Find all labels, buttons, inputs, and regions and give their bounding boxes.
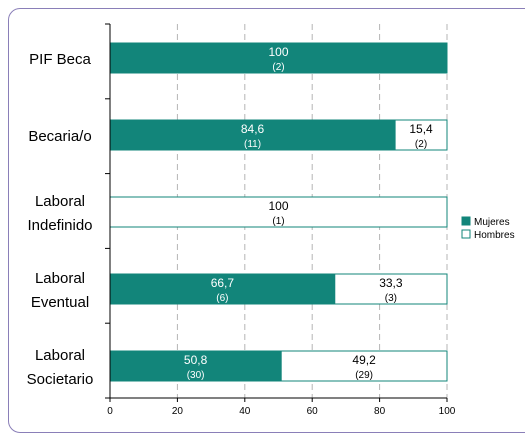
chart-frame — [8, 8, 525, 433]
count-label: (2) — [272, 62, 284, 73]
data-label: 49,2 — [352, 353, 376, 367]
bar-segment — [109, 196, 448, 228]
count-label: (29) — [355, 370, 373, 381]
data-label: 100 — [268, 45, 288, 59]
legend-swatch — [461, 229, 471, 239]
x-tick-label: 80 — [374, 406, 386, 417]
gridlines — [176, 24, 448, 398]
labels: 0 20 40 60 80 100 100 (2) PIF Beca 84,6 (11) 15,4 (2… — [27, 45, 456, 417]
count-label: (6) — [216, 293, 228, 304]
bar-segment — [280, 350, 448, 382]
category-label: Societario — [27, 371, 94, 388]
bar-segment — [109, 119, 396, 151]
bar-segment — [109, 42, 448, 74]
category-label: Eventual — [31, 294, 89, 311]
count-label: (2) — [415, 139, 427, 150]
category-label: Becaria/o — [28, 128, 91, 145]
category-label: Laboral — [35, 270, 85, 287]
x-tick-label: 40 — [239, 406, 251, 417]
x-tick-label: 20 — [172, 406, 184, 417]
legend-label: Hombres — [474, 230, 515, 241]
category-label: Laboral — [35, 193, 85, 210]
data-label: 66,7 — [211, 276, 235, 290]
x-tick-label: 100 — [439, 406, 456, 417]
x-tick-label: 60 — [307, 406, 319, 417]
legend-label: Mujeres — [474, 217, 510, 228]
count-label: (1) — [272, 216, 284, 227]
data-label: 33,3 — [379, 276, 403, 290]
category-label: Indefinido — [27, 217, 92, 234]
category-label: PIF Beca — [29, 51, 91, 68]
axes — [105, 23, 448, 402]
data-label: 15,4 — [409, 122, 433, 136]
x-tick-label: 0 — [107, 406, 113, 417]
legend: Mujeres Hombres — [461, 216, 515, 241]
data-label: 84,6 — [241, 122, 265, 136]
legend-swatch — [461, 216, 471, 226]
count-label: (11) — [244, 139, 261, 150]
data-label: 100 — [268, 199, 288, 213]
bars — [109, 42, 448, 382]
category-label: Laboral — [35, 347, 85, 364]
count-label: (30) — [187, 370, 205, 381]
data-label: 50,8 — [184, 353, 208, 367]
bar-segment — [394, 119, 448, 151]
count-label: (3) — [385, 293, 397, 304]
bar-segment — [334, 273, 448, 305]
